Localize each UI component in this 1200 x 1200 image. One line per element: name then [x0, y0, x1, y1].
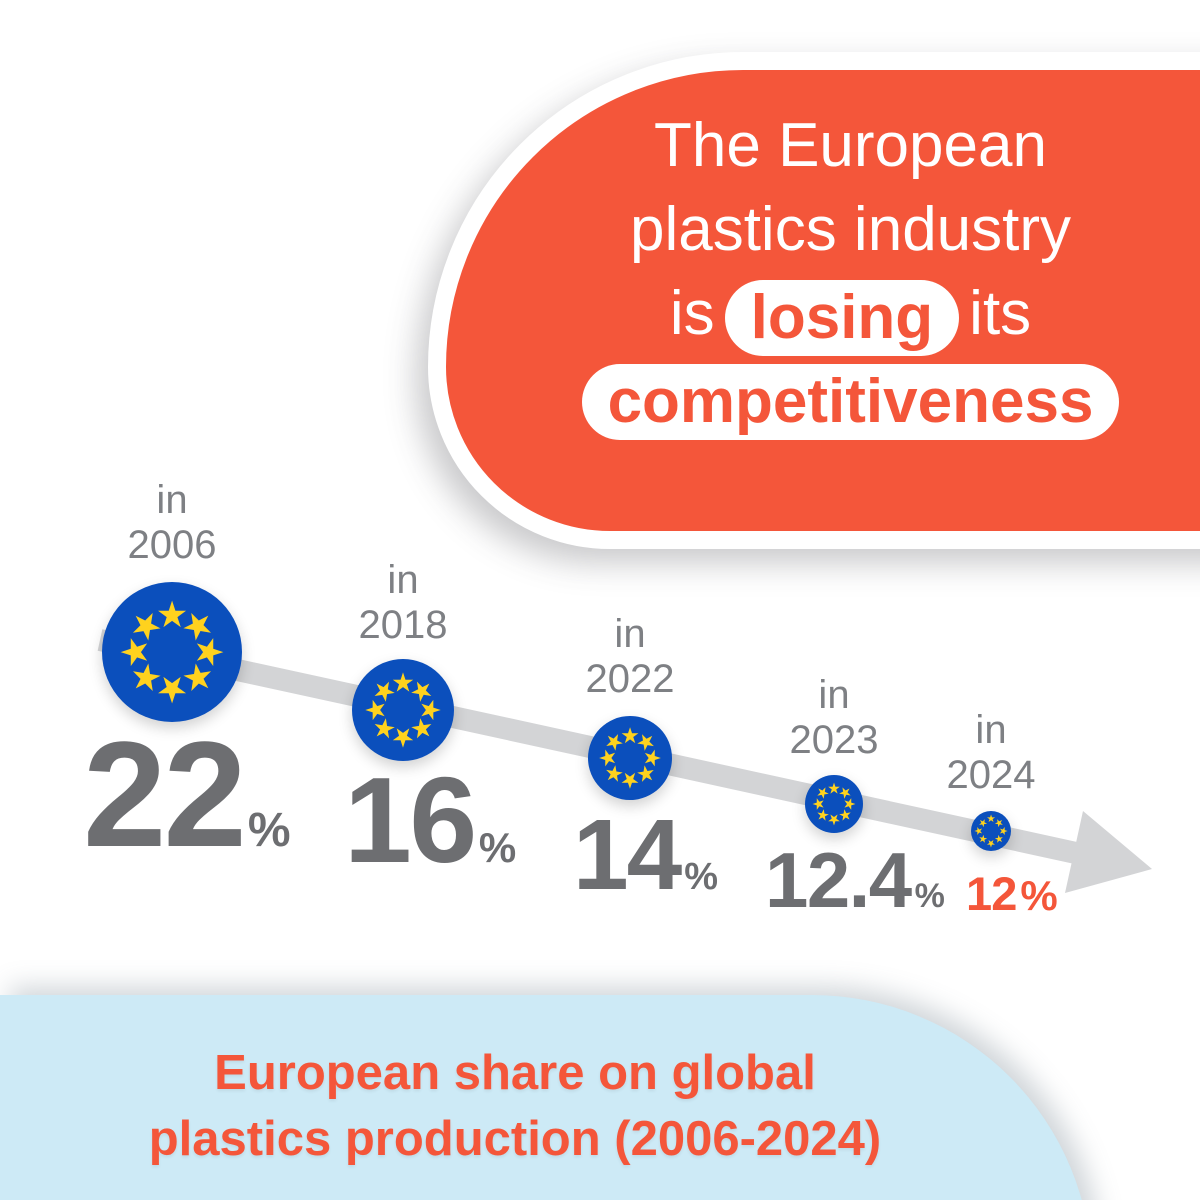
share-number: 16	[344, 752, 477, 888]
eu-flag-2024: ★ ★ ★ ★ ★ ★ ★ ★	[971, 811, 1011, 851]
share-number: 12.4	[765, 836, 912, 924]
caption-text: European share on global plastics produc…	[0, 1040, 1030, 1172]
share-number: 22	[83, 710, 247, 878]
eu-flag-2022: ★ ★ ★ ★ ★ ★ ★ ★	[588, 716, 672, 800]
star-icon: ★	[620, 722, 640, 748]
year-label-2022: in 2022	[585, 612, 675, 701]
share-unit: %	[1020, 872, 1058, 919]
headline-line3-post: its	[969, 279, 1032, 348]
caption-line2: plastics production (2006-2024)	[148, 1112, 882, 1166]
star-icon: ★	[155, 593, 189, 635]
share-unit: %	[914, 877, 945, 915]
trend-arrow-head	[1065, 811, 1152, 893]
headline-line3-pre: is	[669, 279, 715, 348]
star-icon: ★	[827, 780, 841, 798]
highlight-pill-competitiveness: competitiveness	[581, 363, 1120, 440]
eu-flag-2018: ★ ★ ★ ★ ★ ★ ★ ★	[352, 659, 454, 761]
share-value-2018: 16%	[344, 759, 516, 881]
year-label-2006: in 2006	[127, 478, 217, 567]
eu-flag-2023: ★ ★ ★ ★ ★ ★ ★ ★	[805, 775, 863, 833]
headline-line4: competitiveness	[446, 356, 1200, 440]
caption-line1: European share on global	[214, 1046, 816, 1100]
highlight-pill-losing: losing	[724, 279, 960, 356]
headline-banner: The European plastics industry is losing i…	[428, 52, 1200, 549]
caption-panel	[0, 995, 1092, 1200]
star-icon: ★	[391, 667, 415, 698]
year-label-2023: in 2023	[789, 673, 879, 762]
headline-line3: is losing its	[446, 272, 1200, 356]
share-value-2024: 12%	[966, 870, 1058, 917]
year-label-2024: in 2024	[946, 708, 1036, 797]
share-unit: %	[684, 856, 719, 898]
share-value-2023: 12.4%	[765, 841, 945, 919]
headline-text: The European plastics industry is losing i…	[446, 70, 1200, 531]
share-value-2006: 22%	[83, 719, 291, 869]
share-unit: %	[247, 804, 291, 857]
star-icon: ★	[986, 814, 996, 826]
eu-flag-2006: ★ ★ ★ ★ ★ ★ ★ ★	[102, 582, 242, 722]
share-unit: %	[478, 824, 517, 871]
share-value-2022: 14%	[573, 805, 718, 905]
share-number: 12	[966, 867, 1017, 920]
headline-line2: plastics industry	[629, 195, 1072, 264]
year-label-2018: in 2018	[358, 558, 448, 647]
headline-line1: The European	[654, 111, 1047, 180]
share-number: 14	[573, 799, 682, 911]
